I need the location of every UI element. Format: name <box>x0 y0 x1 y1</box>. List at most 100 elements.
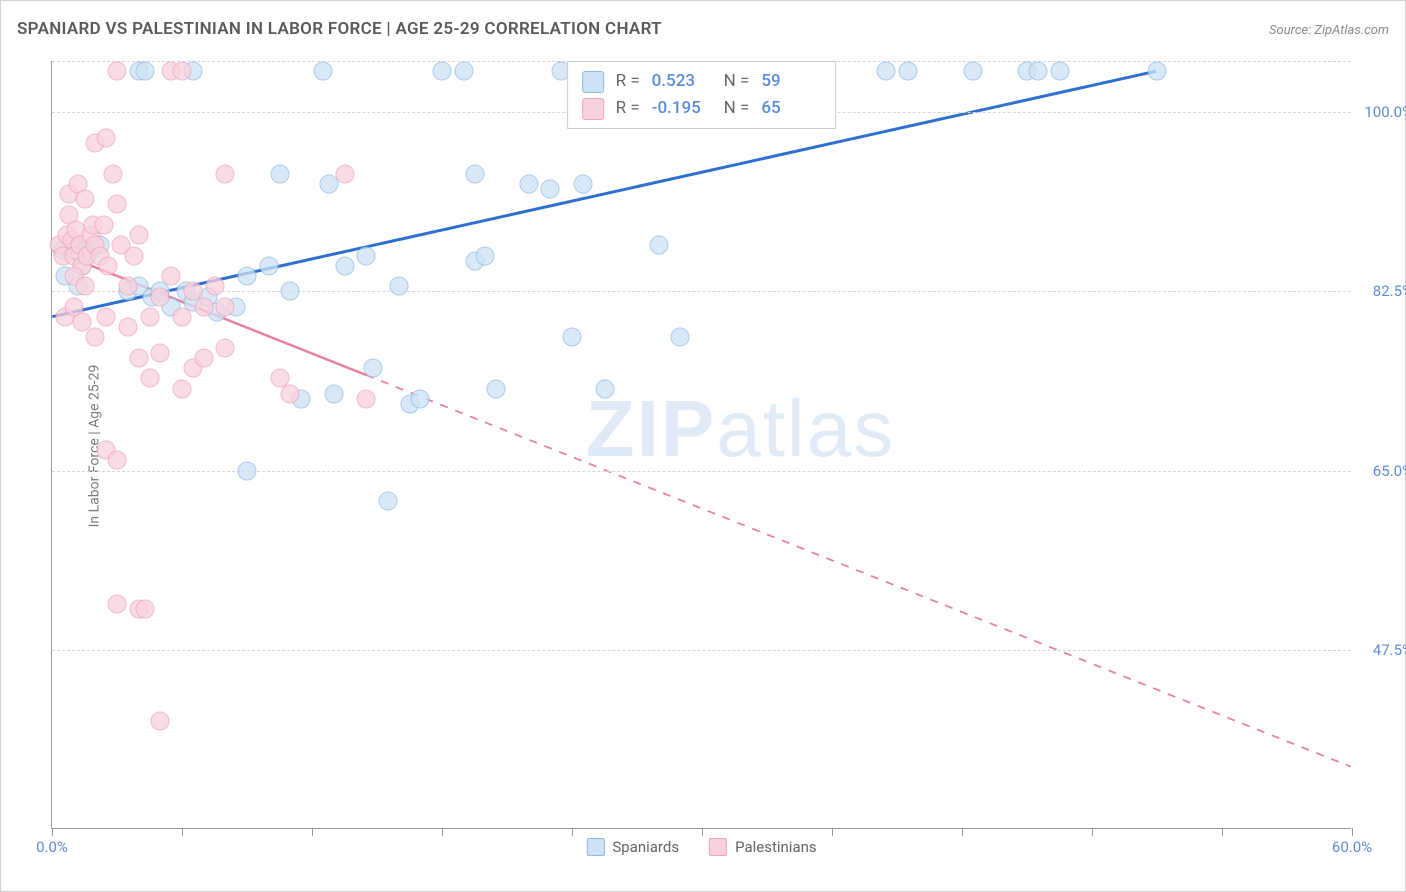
x-tick <box>442 828 443 836</box>
legend-series: Spaniards Palestinians <box>586 838 816 856</box>
data-point <box>1028 62 1047 81</box>
x-tick <box>312 828 313 836</box>
data-point <box>563 328 582 347</box>
data-point <box>194 348 213 367</box>
data-point <box>671 328 690 347</box>
legend-swatch <box>709 838 727 856</box>
data-point <box>125 246 144 265</box>
legend-correlation: R = 0.523 N = 59R = -0.195 N = 65 <box>567 61 837 129</box>
data-point <box>476 246 495 265</box>
data-point <box>454 62 473 81</box>
data-point <box>151 287 170 306</box>
legend-n-value: 65 <box>761 95 821 122</box>
data-point <box>335 164 354 183</box>
legend-swatch <box>586 838 604 856</box>
watermark: ZIPatlas <box>586 383 895 475</box>
gridline-h <box>52 291 1351 292</box>
plot-area: ZIPatlas 47.5%65.0%82.5%100.0%0.0%60.0%R… <box>51 61 1351 829</box>
x-tick <box>1222 828 1223 836</box>
data-point <box>357 389 376 408</box>
data-point <box>151 343 170 362</box>
data-point <box>129 348 148 367</box>
data-point <box>433 62 452 81</box>
data-point <box>411 389 430 408</box>
x-tick <box>832 828 833 836</box>
legend-n-label: N = <box>724 95 750 122</box>
legend-item: Spaniards <box>586 838 679 856</box>
data-point <box>108 594 127 613</box>
data-point <box>313 62 332 81</box>
data-point <box>1148 62 1167 81</box>
data-point <box>99 256 118 275</box>
watermark-light: atlas <box>716 384 895 473</box>
legend-item: Palestinians <box>709 838 817 856</box>
x-tick <box>1092 828 1093 836</box>
data-point <box>877 62 896 81</box>
data-point <box>205 277 224 296</box>
data-point <box>259 256 278 275</box>
x-tick-label: 0.0% <box>36 838 68 856</box>
data-point <box>335 256 354 275</box>
chart-container: SPANIARD VS PALESTINIAN IN LABOR FORCE |… <box>0 0 1406 892</box>
gridline-h <box>52 650 1351 651</box>
y-tick-label: 82.5% <box>1373 282 1406 300</box>
data-point <box>465 164 484 183</box>
data-point <box>173 62 192 81</box>
data-point <box>281 384 300 403</box>
data-point <box>118 318 137 337</box>
data-point <box>357 246 376 265</box>
x-tick <box>182 828 183 836</box>
data-point <box>103 164 122 183</box>
data-point <box>136 62 155 81</box>
chart-title: SPANIARD VS PALESTINIAN IN LABOR FORCE |… <box>17 19 662 39</box>
data-point <box>194 297 213 316</box>
data-point <box>363 359 382 378</box>
legend-row: R = -0.195 N = 65 <box>582 95 822 122</box>
data-point <box>963 62 982 81</box>
data-point <box>378 492 397 511</box>
data-point <box>216 297 235 316</box>
y-tick-label: 65.0% <box>1373 462 1406 480</box>
data-point <box>270 164 289 183</box>
data-point <box>519 174 538 193</box>
data-point <box>129 226 148 245</box>
x-tick <box>1352 828 1353 836</box>
data-point <box>162 267 181 286</box>
data-point <box>324 384 343 403</box>
data-point <box>151 712 170 731</box>
x-tick <box>52 828 53 836</box>
data-point <box>281 282 300 301</box>
legend-r-value: -0.195 <box>652 95 712 122</box>
data-point <box>75 277 94 296</box>
data-point <box>97 308 116 327</box>
data-point <box>487 379 506 398</box>
x-tick-label: 60.0% <box>1332 838 1372 856</box>
trend-lines <box>52 61 1351 828</box>
x-tick <box>572 828 573 836</box>
data-point <box>140 369 159 388</box>
legend-label: Palestinians <box>735 838 817 856</box>
data-point <box>173 379 192 398</box>
legend-n-value: 59 <box>761 68 821 95</box>
data-point <box>173 308 192 327</box>
legend-n-label: N = <box>724 68 750 95</box>
x-tick <box>962 828 963 836</box>
legend-label: Spaniards <box>612 838 679 856</box>
data-point <box>238 267 257 286</box>
data-point <box>238 461 257 480</box>
data-point <box>136 599 155 618</box>
legend-swatch <box>582 98 604 120</box>
x-tick <box>702 828 703 836</box>
y-tick-label: 100.0% <box>1364 103 1406 121</box>
data-point <box>216 164 235 183</box>
data-point <box>1050 62 1069 81</box>
data-point <box>75 190 94 209</box>
legend-r-value: 0.523 <box>652 68 712 95</box>
source-label: Source: ZipAtlas.com <box>1269 23 1389 38</box>
y-tick-label: 47.5% <box>1373 641 1406 659</box>
data-point <box>95 215 114 234</box>
title-bar: SPANIARD VS PALESTINIAN IN LABOR FORCE |… <box>17 19 1389 39</box>
data-point <box>541 180 560 199</box>
legend-r-label: R = <box>616 95 640 122</box>
data-point <box>108 451 127 470</box>
